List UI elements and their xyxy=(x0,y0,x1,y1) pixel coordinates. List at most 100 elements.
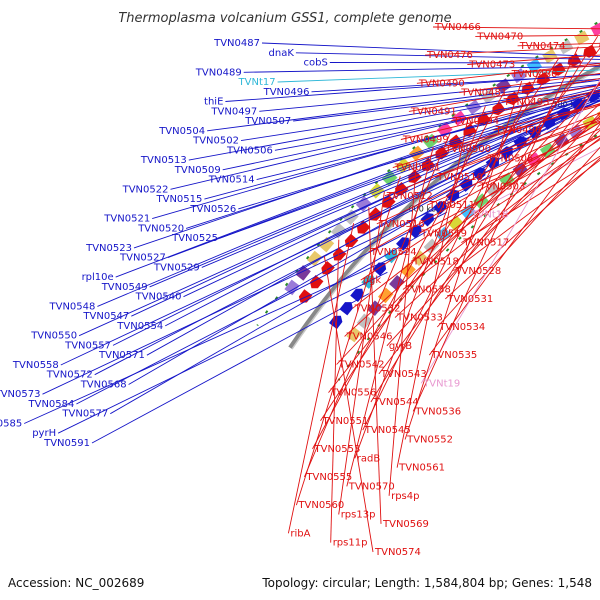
gene-label: TVN0551 xyxy=(322,416,369,427)
forward-cog-block xyxy=(377,287,394,304)
leader-line xyxy=(424,46,600,56)
reverse-cog-block xyxy=(558,39,574,55)
leader-line xyxy=(293,83,600,122)
gene-label: TVN0572 xyxy=(46,370,93,381)
gene-label: TVN0502 xyxy=(192,136,239,147)
gene-label: TVN0550 xyxy=(30,331,77,342)
forward-cog-block xyxy=(447,215,464,231)
gene-label: pgk xyxy=(363,275,382,286)
leader-line xyxy=(330,239,340,543)
gene-label: ribA xyxy=(290,528,310,539)
leader-line xyxy=(164,99,600,327)
gene-label: TVN0531 xyxy=(446,294,493,305)
leader-line xyxy=(434,117,600,178)
leader-line xyxy=(352,115,600,309)
gene-label: thiE xyxy=(204,97,223,108)
gene-label: TVN0470 xyxy=(476,31,523,42)
leader-line xyxy=(240,84,600,142)
reverse-cog-block xyxy=(590,22,600,37)
gene-label: TVN0544 xyxy=(372,397,419,408)
leader-line xyxy=(444,157,600,300)
leader-line xyxy=(392,103,600,169)
gene-label: TVN0480 xyxy=(511,69,558,80)
leader-line xyxy=(170,87,600,190)
leader-line xyxy=(396,119,469,468)
leader-line xyxy=(346,146,434,487)
gene-label: TVN0560 xyxy=(297,500,344,511)
leader-line xyxy=(303,132,451,478)
gene-label: TVN0568 xyxy=(80,380,127,391)
leader-line xyxy=(277,69,600,83)
gene-label: TVN0527 xyxy=(119,253,166,264)
leader-line xyxy=(400,91,600,140)
gene-label: TVN0496 xyxy=(263,87,310,98)
gene-label: TVN0512 xyxy=(386,191,433,202)
leader-line xyxy=(201,100,600,268)
gene-label: TVN0577 xyxy=(61,409,108,420)
gene-label: TVN0494 xyxy=(452,116,499,127)
forward-cog-block xyxy=(411,250,428,266)
leader-line xyxy=(188,84,600,161)
gene-label: TVN0571 xyxy=(98,350,145,361)
gene-label: TVN0524 xyxy=(370,247,417,258)
gene-label: TVN0545 xyxy=(364,425,411,436)
leader-line xyxy=(94,157,513,376)
forward-cog-block xyxy=(486,182,502,198)
reverse-cog-block xyxy=(436,122,453,138)
gene-label: TVN0533 xyxy=(396,313,443,324)
leader-line xyxy=(485,120,600,159)
leader-line xyxy=(256,96,600,181)
leader-line xyxy=(461,155,600,243)
forward-gene-arrow xyxy=(372,262,387,276)
gene-label: TVN0546 xyxy=(346,331,393,342)
forward-cog-block xyxy=(356,313,373,330)
forward-gene-arrow xyxy=(445,189,460,204)
reverse-cog-block xyxy=(408,145,425,162)
gene-label: TVN0532 xyxy=(354,303,401,314)
leader-line xyxy=(453,159,600,272)
tick-label: 600 kbp xyxy=(409,204,442,213)
leader-line xyxy=(287,223,355,534)
gene-label: TVN0542 xyxy=(338,360,385,371)
gene-label: TVN0553 xyxy=(314,444,361,455)
forward-gene-arrow xyxy=(472,167,486,181)
leader-line xyxy=(404,80,523,440)
gene-label: TVN0528 xyxy=(454,266,501,277)
leader-line xyxy=(386,112,600,347)
leader-line xyxy=(362,68,541,431)
leader-line xyxy=(408,78,600,112)
gene-label: TVN0517 xyxy=(462,238,509,249)
gene-label: TVN0520 xyxy=(137,223,184,234)
leader-line xyxy=(243,65,600,73)
gene-label: TVN0487 xyxy=(213,38,260,49)
leader-line xyxy=(24,251,407,424)
leader-line xyxy=(428,123,600,356)
gene-label: TVNt17 xyxy=(238,77,276,88)
gene-label: TVN0499 xyxy=(402,135,449,146)
gene-label: TVN0554 xyxy=(116,321,163,332)
leader-line xyxy=(338,191,385,515)
leader-line xyxy=(91,293,370,444)
gene-label: TVN0521 xyxy=(103,214,150,225)
leader-line xyxy=(412,46,579,412)
leader-line xyxy=(149,95,600,288)
genome-summary-text: Topology: circular; Length: 1,584,804 bp… xyxy=(261,576,592,590)
gene-label: TVN0534 xyxy=(438,322,485,333)
gene-label: gyrB xyxy=(389,341,412,352)
leader-line xyxy=(420,79,600,384)
gene-label: TVN0501 xyxy=(394,163,441,174)
leader-line xyxy=(328,47,600,393)
reverse-cog-block xyxy=(381,170,398,186)
gene-label: rps13p xyxy=(341,510,376,521)
gene-label: TVN0491 xyxy=(410,106,457,117)
reverse-cog-block xyxy=(355,196,372,212)
leader-line xyxy=(436,146,600,328)
gene-label: TVN0570 xyxy=(348,481,395,492)
reverse-cog-block xyxy=(526,58,543,74)
leader-line xyxy=(402,137,600,290)
gene-label: TVN0552 xyxy=(406,435,453,446)
gene-label: TVN0493 xyxy=(503,97,550,108)
gene-labels: TVN0487dnaKcobSTVN0489TVNt17TVN0496thiET… xyxy=(0,22,565,558)
reverse-cog-block xyxy=(480,88,497,104)
